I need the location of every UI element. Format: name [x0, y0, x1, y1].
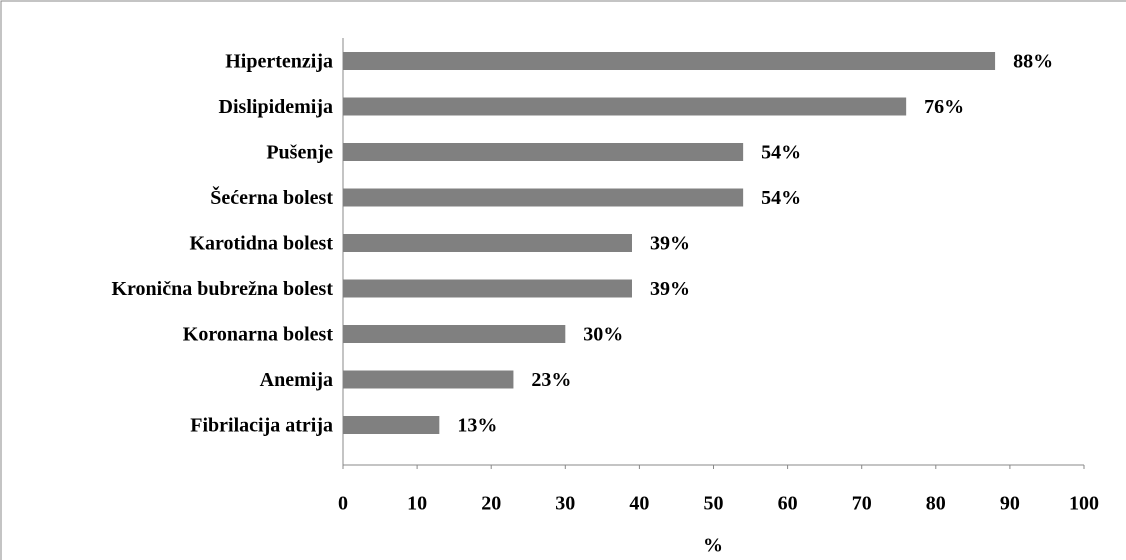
x-axis-label: % — [703, 535, 723, 557]
value-label: 54% — [761, 187, 801, 209]
x-tick-label: 60 — [778, 493, 798, 515]
y-tick-label: Hipertenzija — [225, 51, 333, 73]
x-tick-label: 10 — [407, 493, 427, 515]
y-tick-label: Koronarna bolest — [183, 324, 334, 346]
bar — [343, 52, 996, 70]
bar — [343, 234, 632, 252]
x-tick-label: 20 — [481, 493, 501, 515]
x-tick-label: 90 — [1000, 493, 1020, 515]
bar — [343, 97, 907, 116]
value-label: 54% — [761, 142, 801, 164]
bar — [343, 279, 632, 298]
x-tick-label: 0 — [338, 493, 348, 515]
value-label: 13% — [457, 415, 497, 437]
value-label: 39% — [650, 278, 690, 300]
bar — [343, 370, 514, 389]
y-tick-label: Karotidna bolest — [189, 233, 333, 255]
value-label: 88% — [1013, 51, 1053, 73]
x-tick-label: 80 — [926, 493, 946, 515]
value-label: 76% — [924, 96, 964, 118]
x-tick-label: 70 — [852, 493, 872, 515]
y-tick-label: Pušenje — [266, 142, 333, 164]
value-label: 39% — [650, 233, 690, 255]
y-tick-label: Šećerna bolest — [210, 185, 333, 209]
value-label: 23% — [531, 369, 571, 391]
value-label: 30% — [583, 324, 623, 346]
x-tick-label: 100 — [1069, 493, 1099, 515]
y-tick-label: Kronična bubrežna bolest — [111, 278, 333, 300]
bar — [343, 188, 744, 207]
x-tick-label: 50 — [704, 493, 724, 515]
bar — [343, 416, 440, 434]
bar — [343, 325, 566, 343]
y-tick-label: Anemija — [260, 369, 333, 391]
y-tick-label: Dislipidemija — [219, 96, 333, 118]
y-tick-label: Fibrilacija atrija — [190, 415, 333, 437]
x-tick-label: 30 — [555, 493, 575, 515]
x-tick-label: 40 — [629, 493, 649, 515]
bar — [343, 143, 744, 161]
